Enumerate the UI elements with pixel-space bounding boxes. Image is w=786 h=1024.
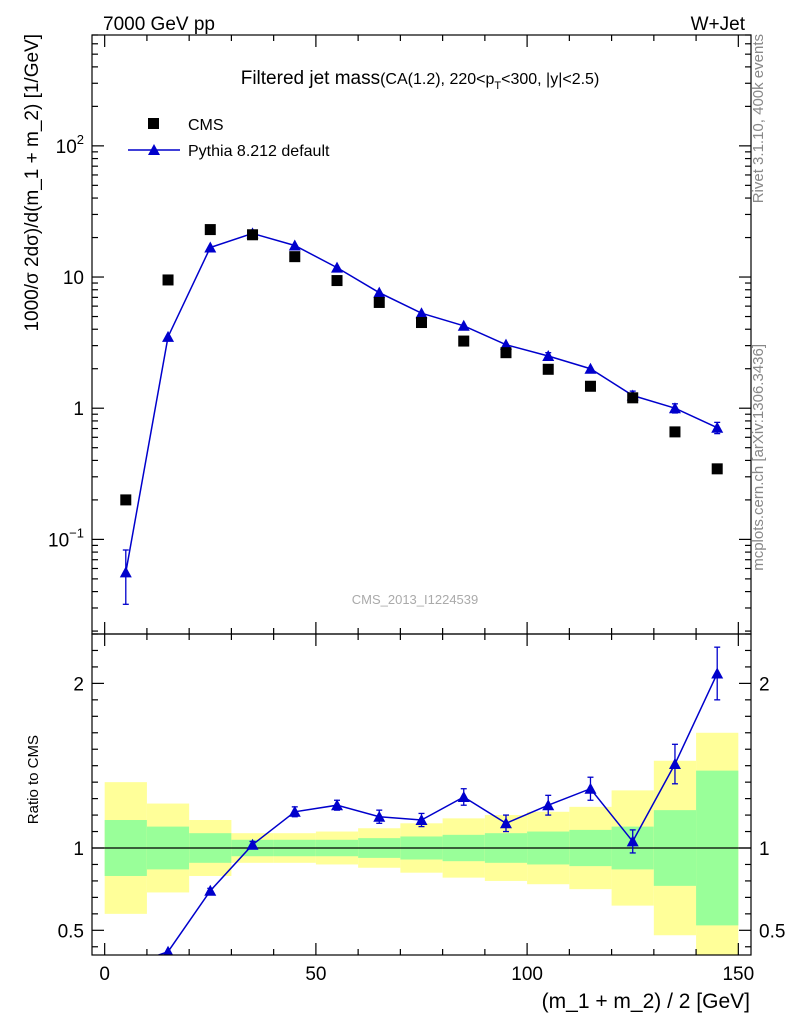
ratio-series — [120, 646, 724, 972]
ratio-y-tick-label-right: 2 — [759, 674, 770, 695]
legend: CMS Pythia 8.212 default — [128, 117, 330, 160]
cms-point — [627, 392, 639, 404]
cms-point — [542, 363, 554, 375]
ratio-y-tick-label-right: 1 — [759, 839, 770, 860]
cms-point — [500, 347, 512, 359]
ratio-bands — [92, 732, 751, 955]
cms-point — [289, 251, 301, 263]
ratio-y-tick-label: 1 — [73, 839, 84, 860]
pythia-point — [668, 402, 681, 414]
ratio-y-tick-label: 0.5 — [58, 921, 84, 942]
ratio-point — [415, 814, 428, 826]
x-tick-label: 0 — [99, 964, 110, 985]
ratio-point — [626, 835, 639, 847]
pythia-point — [542, 350, 555, 362]
ratio-point — [120, 961, 132, 972]
ratio-point — [584, 782, 597, 794]
ratio-panel-frame — [91, 633, 752, 956]
cms-point — [416, 317, 427, 329]
ratio-point — [668, 758, 681, 770]
header-left: 7000 GeV pp — [103, 14, 215, 35]
cms-point — [373, 296, 385, 308]
pythia-point — [415, 307, 428, 319]
ratio-y-tick-label-right: 0.5 — [759, 921, 785, 942]
legend-pythia-marker — [148, 144, 160, 155]
main-y-tick-label: 10 — [63, 268, 84, 289]
header-right: W+Jet — [691, 14, 746, 35]
ratio-point — [246, 838, 259, 850]
pythia-point — [499, 338, 512, 350]
mcplots-label: mcplots.cern.ch [arXiv:1306.3436] — [750, 344, 767, 571]
ratio-point — [162, 945, 174, 955]
main-y-tick-label: 102 — [56, 132, 84, 158]
ratio-point — [331, 799, 344, 811]
cms-point — [120, 494, 132, 506]
cms-point — [331, 275, 343, 287]
plot-title-sub-end: <300, |y|<2.5) — [501, 71, 599, 88]
pythia-point — [373, 286, 386, 298]
xlabel: (m_1 + m_2) / 2 [GeV] — [542, 990, 750, 1013]
legend-cms-marker — [148, 118, 159, 129]
ratio-y-tick-label: 2 — [73, 674, 84, 695]
pythia-point — [711, 421, 724, 433]
ratio-point — [542, 799, 555, 811]
pythia-point — [119, 566, 132, 578]
analysis-id: CMS_2013_I1224539 — [352, 592, 479, 607]
cms-point — [711, 463, 723, 475]
pythia-point — [288, 239, 301, 251]
cms-point — [458, 335, 470, 347]
pythia-point — [331, 261, 344, 273]
x-tick-label: 100 — [511, 964, 543, 985]
ratio-ylabel: Ratio to CMS — [25, 735, 42, 824]
pythia-point — [584, 362, 597, 374]
plot-title: Filtered jet mass(CA(1.2), 220<pT<300, |… — [241, 68, 600, 92]
main-y-tick-label: 10−1 — [48, 525, 84, 551]
cms-point — [247, 229, 259, 241]
ratio-point — [457, 790, 470, 802]
main-y-tick-label: 1 — [73, 399, 84, 420]
main-ylabel: 1000/σ 2dσ)/d(m_1 + m_2) [1/GeV] — [22, 34, 43, 332]
pythia-point — [457, 319, 470, 331]
cms-point — [162, 274, 174, 286]
plot-title-main: Filtered jet mass — [241, 68, 380, 89]
legend-cms-label: CMS — [188, 117, 224, 134]
plot-title-sub: (CA(1.2), 220<p — [380, 71, 494, 88]
pythia-point — [162, 330, 175, 342]
main-series — [119, 224, 724, 605]
ratio-point — [499, 817, 512, 829]
rivet-label: Rivet 3.1.10, 400k events — [750, 34, 767, 203]
x-tick-label: 150 — [722, 964, 754, 985]
ratio-point — [711, 667, 724, 679]
cms-point — [669, 426, 681, 438]
pythia-point — [204, 241, 217, 253]
ratio-point — [204, 884, 217, 896]
ratio-point — [288, 805, 301, 817]
x-tick-label: 50 — [305, 964, 326, 985]
legend-pythia-label: Pythia 8.212 default — [188, 143, 330, 160]
ratio-point — [373, 810, 386, 822]
cms-point — [204, 224, 216, 236]
plot-title-subscript: T — [494, 80, 501, 92]
axes: 10−1 1 10 102 0 50 100 150 0.5 0.5 1 1 2 2 — [48, 34, 785, 985]
cms-point — [584, 380, 596, 392]
